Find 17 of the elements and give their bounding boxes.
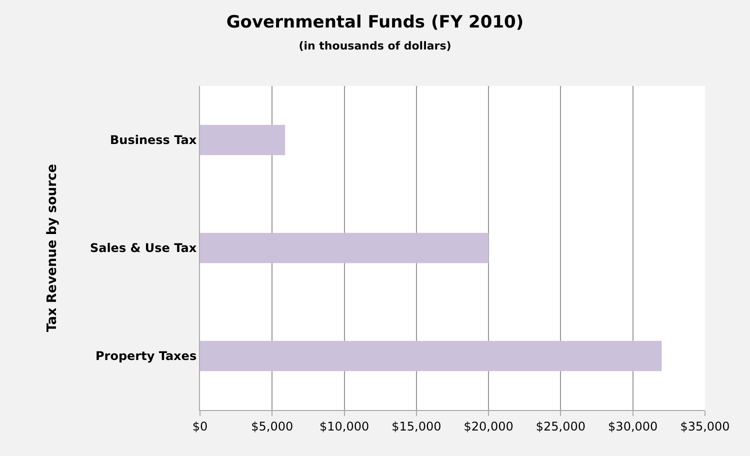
x-tick-label: $35,000 <box>680 419 730 434</box>
x-tick-label: $0 <box>192 419 208 434</box>
x-tick-label: $20,000 <box>464 419 514 434</box>
bar <box>200 340 662 372</box>
chart-subtitle: (in thousands of dollars) <box>298 39 452 52</box>
x-tick-label: $10,000 <box>319 419 370 434</box>
chart-title: Governmental Funds (FY 2010) <box>226 12 524 32</box>
x-tick-label: $25,000 <box>536 419 586 434</box>
x-tick-label: $15,000 <box>392 419 442 434</box>
y-tick-label: Sales & Use Tax <box>90 241 197 256</box>
bar <box>200 232 489 264</box>
bar <box>200 124 286 156</box>
y-axis-title: Tax Revenue by source <box>44 164 60 332</box>
y-tick-label: Business Tax <box>110 133 197 148</box>
x-tick-label: $5,000 <box>251 419 294 434</box>
x-tick-label: $30,000 <box>608 419 658 434</box>
y-tick-label: Property Taxes <box>95 349 197 364</box>
